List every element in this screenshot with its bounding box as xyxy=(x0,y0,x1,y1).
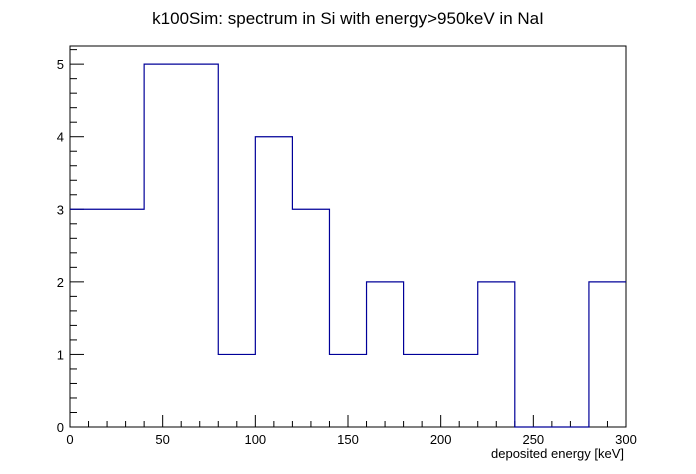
x-axis-label: deposited energy [keV] xyxy=(491,446,624,461)
x-tick-label: 50 xyxy=(155,432,169,447)
chart-title: k100Sim: spectrum in Si with energy>950k… xyxy=(152,9,544,28)
histogram-series xyxy=(70,63,626,428)
y-tick-label: 1 xyxy=(57,347,64,362)
x-tick-label: 250 xyxy=(522,432,544,447)
y-tick-label: 5 xyxy=(57,57,64,72)
x-tick-label: 200 xyxy=(430,432,452,447)
x-tick-label: 100 xyxy=(244,432,266,447)
x-tick-label: 150 xyxy=(337,432,359,447)
plot-frame xyxy=(69,45,627,428)
y-tick-label: 2 xyxy=(57,275,64,290)
y-tick-label: 0 xyxy=(57,420,64,435)
x-tick-label: 300 xyxy=(615,432,637,447)
y-tick-label: 4 xyxy=(57,130,64,145)
y-tick-label: 3 xyxy=(57,202,64,217)
x-axis: 0 50 100 150 200 250 300 xyxy=(66,415,637,447)
x-tick-label: 0 xyxy=(66,432,73,447)
